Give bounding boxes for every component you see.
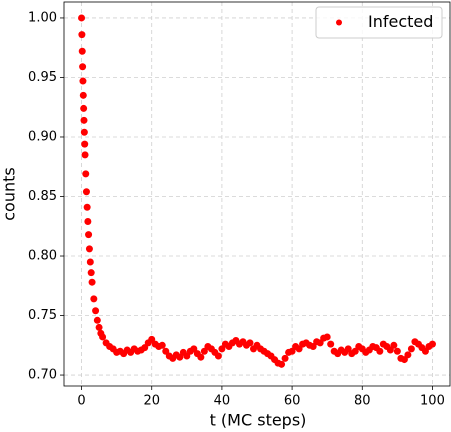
point [393, 347, 401, 355]
point [86, 258, 94, 266]
point [197, 353, 205, 361]
y-tick-label: 0.80 [28, 249, 57, 264]
point [83, 203, 91, 211]
point [95, 323, 103, 331]
point [93, 316, 101, 324]
point [79, 77, 87, 85]
x-tick-label: 60 [284, 394, 301, 409]
point [88, 278, 96, 286]
point [81, 140, 89, 148]
x-tick-label: 80 [354, 394, 371, 409]
point [84, 217, 92, 225]
point [246, 339, 254, 347]
y-tick-label: 0.70 [28, 368, 57, 383]
point [158, 341, 166, 349]
point [85, 231, 93, 239]
y-tick-label: 0.90 [28, 129, 57, 144]
point [390, 341, 398, 349]
y-tick-label: 1.00 [28, 10, 57, 25]
point [81, 151, 89, 159]
point [80, 104, 88, 112]
point [80, 128, 88, 136]
y-axis-label: counts [0, 167, 19, 220]
point [90, 295, 98, 303]
point [428, 340, 436, 348]
x-tick-label: 40 [214, 394, 231, 409]
x-tick-label: 20 [143, 394, 160, 409]
point [323, 333, 331, 341]
point [327, 340, 335, 348]
point [78, 47, 86, 55]
legend-marker [336, 19, 342, 26]
y-tick-label: 0.85 [28, 189, 57, 204]
point [376, 347, 384, 355]
point [85, 245, 93, 253]
y-tick-label: 0.95 [28, 70, 57, 85]
x-tick-label: 0 [77, 394, 85, 409]
point [79, 91, 87, 99]
legend-box [315, 6, 443, 39]
point [404, 351, 412, 359]
point [278, 360, 286, 368]
point [87, 269, 95, 277]
point [80, 116, 88, 124]
point [82, 188, 90, 196]
point [79, 63, 87, 71]
point [92, 307, 100, 315]
x-tick-label: 100 [420, 394, 445, 409]
x-axis-label: t (MC steps) [210, 411, 307, 430]
point [214, 352, 222, 360]
plot-frame [63, 1, 451, 387]
point [281, 354, 289, 362]
legend-label: Infected [368, 12, 433, 31]
point [78, 31, 86, 39]
point [407, 345, 415, 353]
point [99, 333, 107, 341]
y-tick-label: 0.75 [28, 308, 57, 323]
point [78, 14, 86, 22]
point [82, 170, 90, 178]
